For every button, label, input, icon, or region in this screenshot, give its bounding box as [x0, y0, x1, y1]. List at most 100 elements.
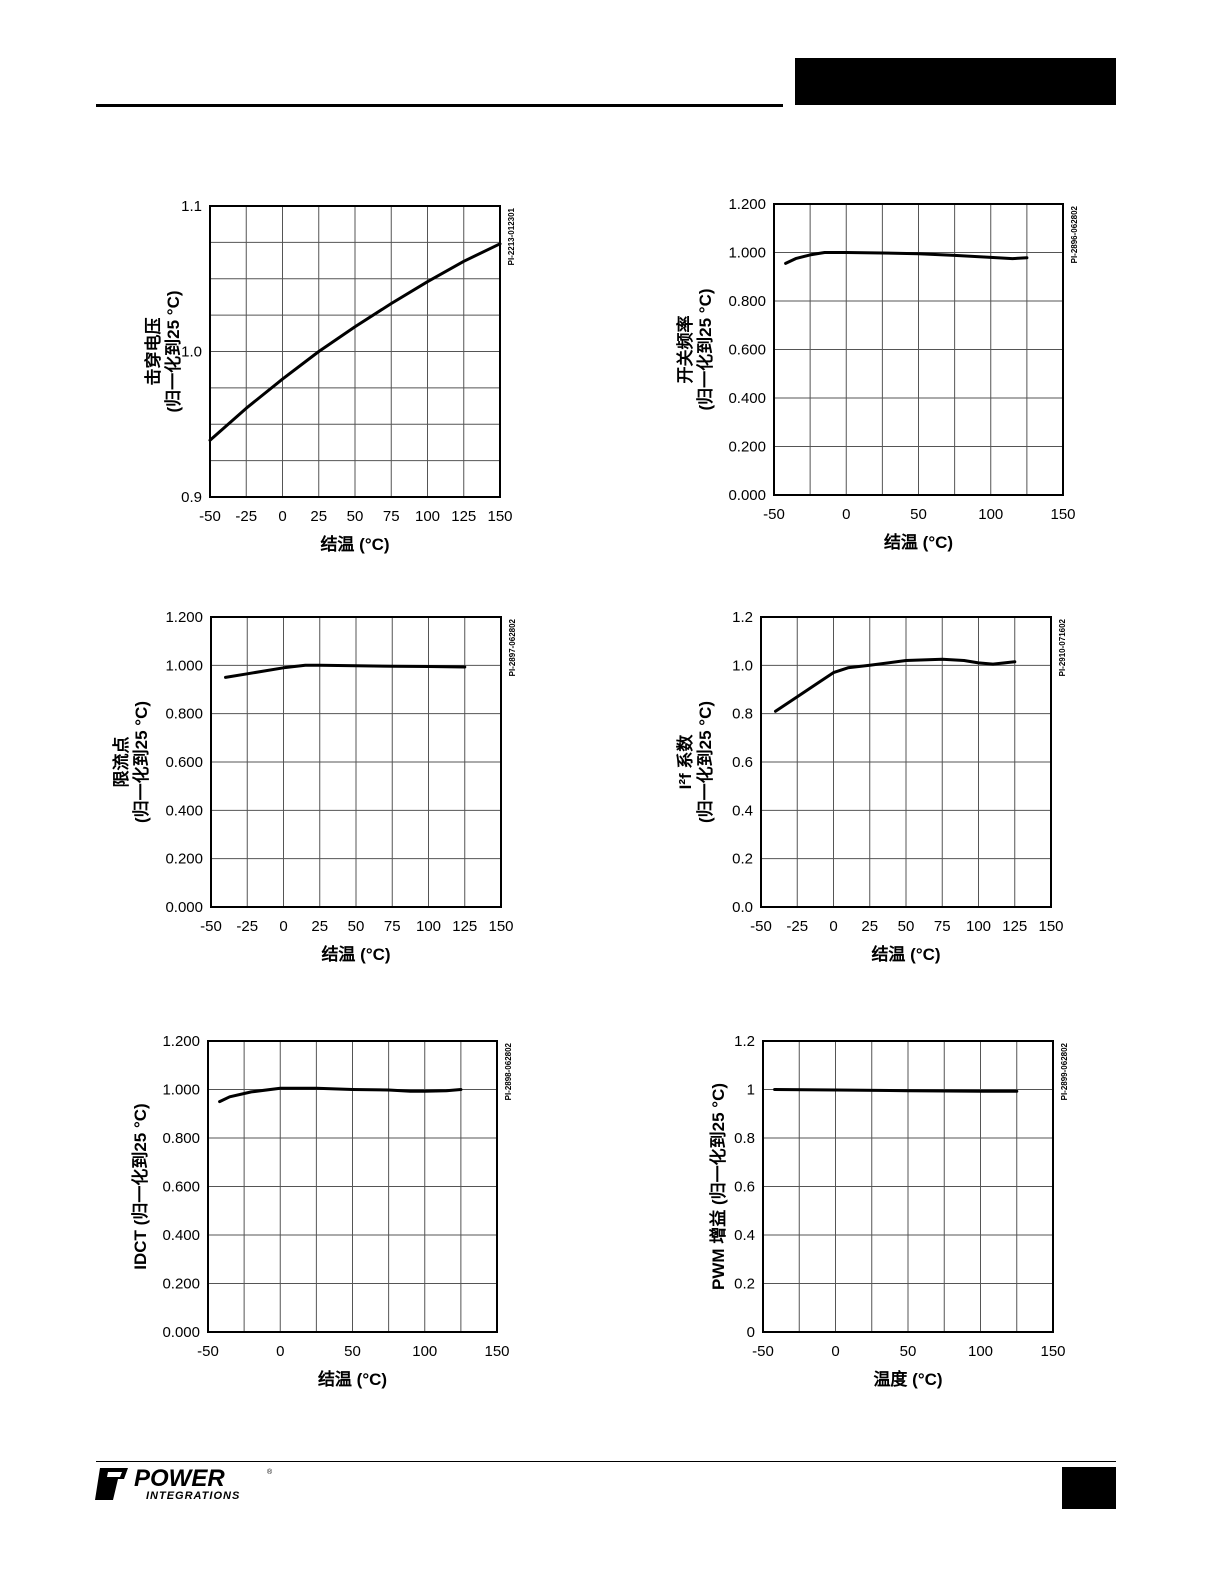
x-tick-label: 25: [311, 918, 328, 935]
y-tick-label: 0.200: [728, 439, 766, 456]
x-tick-label: 150: [488, 918, 513, 935]
x-tick-label: 25: [310, 508, 327, 525]
logo-text-bottom: INTEGRATIONS: [146, 1490, 240, 1502]
y-tick-label: 0.8: [732, 706, 753, 723]
x-axis-label: 结温 (°C): [320, 534, 389, 554]
x-tick-label: -50: [763, 506, 785, 523]
x-tick-label: 0: [276, 1343, 284, 1360]
y-axis-label: 击穿电压: [143, 318, 163, 386]
x-tick-label: 0: [831, 1343, 839, 1360]
x-tick-label: 0: [279, 918, 287, 935]
power-integrations-logo: POWER INTEGRATIONS ®: [95, 1466, 273, 1502]
x-tick-label: 100: [978, 506, 1003, 523]
y-tick-label: 1: [747, 1082, 755, 1099]
y-tick-label: 1.2: [734, 1033, 755, 1050]
header-rule: [96, 104, 783, 107]
x-tick-label: 100: [416, 918, 441, 935]
series-line: [218, 1086, 463, 1104]
y-tick-label: 0.6: [734, 1179, 755, 1196]
x-tick-label: 50: [910, 506, 927, 523]
x-tick-label: 125: [1002, 918, 1027, 935]
x-tick-label: -25: [235, 508, 257, 525]
x-tick-label: 25: [861, 918, 878, 935]
plot-frame: [209, 205, 501, 498]
x-tick-label: 0: [829, 918, 837, 935]
plot-id: PI-2898-062802: [504, 1042, 513, 1100]
x-tick-label: -25: [786, 918, 808, 935]
y-axis-label: I²f 系数: [675, 734, 695, 790]
y-axis-label: 开关频率: [675, 316, 695, 384]
y-tick-label: 0.6: [732, 754, 753, 771]
plot-id: PI-2213-012301: [507, 207, 516, 265]
y-axis-label: PWM 增益 (归一化到25 °C): [708, 1083, 728, 1290]
x-tick-label: 50: [898, 918, 915, 935]
x-tick-label: 125: [452, 918, 477, 935]
plot-id: PI-2899-062802: [1060, 1042, 1069, 1100]
y-tick-label: 1.0: [732, 657, 753, 674]
plot-frame: [762, 1040, 1054, 1333]
chart-2: -50 0 50 100 150 0.000 0.200 0.400 0.600 0.800 1.0…: [675, 196, 1079, 552]
y-tick-label: 1.000: [165, 657, 203, 674]
plot-id: PI-2896-062802: [1070, 205, 1079, 263]
y-tick-label: 0.200: [162, 1276, 200, 1293]
y-tick-label: 0.4: [734, 1227, 755, 1244]
y-axis-label: IDCT (归一化到25 °C): [130, 1103, 150, 1269]
y-tick-label: 0.9: [181, 489, 202, 506]
y-axis-label: (归一化到25 °C): [163, 290, 183, 412]
y-tick-label: 0.4: [732, 802, 753, 819]
x-tick-label: -50: [752, 1343, 774, 1360]
chart-5: -50 0 50 100 150 0.000 0.200 0.400 0.600 0.800 1.0…: [130, 1033, 513, 1389]
x-tick-label: -50: [200, 918, 222, 935]
x-axis-label: 结温 (°C): [318, 1369, 387, 1389]
x-tick-label: 50: [344, 1343, 361, 1360]
logo-registered: ®: [267, 1468, 273, 1476]
y-tick-label: 0.000: [162, 1324, 200, 1341]
series-line: [208, 242, 502, 442]
x-tick-label: 0: [278, 508, 286, 525]
y-tick-label: 1.000: [162, 1082, 200, 1099]
plot-frame: [773, 203, 1064, 496]
x-axis-label: 结温 (°C): [884, 532, 953, 552]
chart-6: -50 0 50 100 150 0 0.2 0.4 0.6 0.8 1 1.2 温度 (°C) PWM …: [708, 1033, 1069, 1389]
x-tick-label: 150: [484, 1343, 509, 1360]
y-tick-label: 0.800: [728, 293, 766, 310]
y-axis-label: (归一化到25 °C): [695, 701, 715, 823]
x-axis-label: 结温 (°C): [321, 944, 390, 964]
y-tick-label: 0.600: [728, 342, 766, 359]
x-tick-label: 50: [347, 508, 364, 525]
x-tick-label: 50: [348, 918, 365, 935]
y-tick-label: 0: [747, 1324, 755, 1341]
y-tick-label: 0.000: [165, 899, 203, 916]
plot-id: PI-2910-071602: [1058, 618, 1067, 676]
y-tick-label: 0.800: [162, 1130, 200, 1147]
plot-frame: [210, 616, 502, 908]
plot-id: PI-2897-062802: [508, 618, 517, 676]
x-axis-label: 结温 (°C): [871, 944, 940, 964]
series-line: [784, 251, 1029, 265]
x-axis-label: 温度 (°C): [873, 1369, 942, 1389]
logo-text-top: POWER: [134, 1466, 225, 1492]
y-tick-label: 1.200: [728, 196, 766, 213]
y-tick-label: 0.8: [734, 1130, 755, 1147]
x-tick-label: 75: [384, 918, 401, 935]
y-tick-label: 0.200: [165, 851, 203, 868]
x-tick-label: -25: [236, 918, 258, 935]
y-tick-label: 0.400: [165, 802, 203, 819]
y-tick-label: 0.600: [162, 1179, 200, 1196]
y-tick-label: 1.200: [162, 1033, 200, 1050]
y-tick-label: 0.400: [162, 1227, 200, 1244]
x-tick-label: 100: [412, 1343, 437, 1360]
header-black-tab: [795, 58, 1116, 105]
plot-frame: [207, 1040, 498, 1333]
chart-3: -50 -25 0 25 50 75 100 125 150 0.000 0.200 0.400 0.6…: [111, 609, 517, 964]
y-tick-label: 1.200: [165, 609, 203, 626]
x-tick-label: -50: [199, 508, 221, 525]
chart-4: -50 -25 0 25 50 75 100 125 150 0.0 0.2 0.4 0.6 0.8 1.0…: [675, 609, 1067, 964]
x-tick-label: 75: [934, 918, 951, 935]
series-line: [224, 663, 467, 679]
y-tick-label: 1.1: [181, 198, 202, 215]
x-tick-label: -50: [750, 918, 772, 935]
y-tick-label: 1.000: [728, 245, 766, 262]
x-tick-label: 150: [1038, 918, 1063, 935]
